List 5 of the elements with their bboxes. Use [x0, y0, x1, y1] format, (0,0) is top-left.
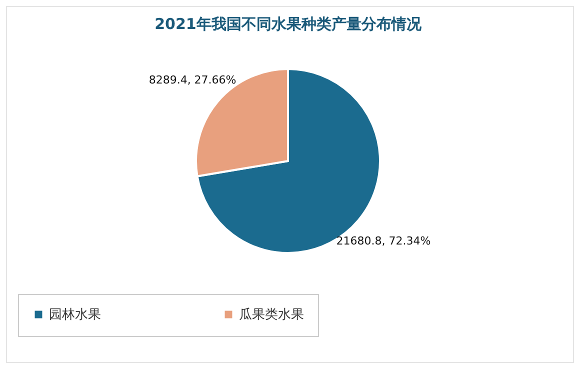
data-label: 8289.4, 27.66% — [148, 73, 236, 86]
data-label: 21680.8, 72.34% — [336, 234, 431, 248]
legend-label: 瓜果类水果 — [239, 308, 304, 323]
legend-label: 园林水果 — [49, 308, 101, 323]
chart-title: 2021年我国不同水果种类产量分布情况 — [154, 15, 422, 33]
